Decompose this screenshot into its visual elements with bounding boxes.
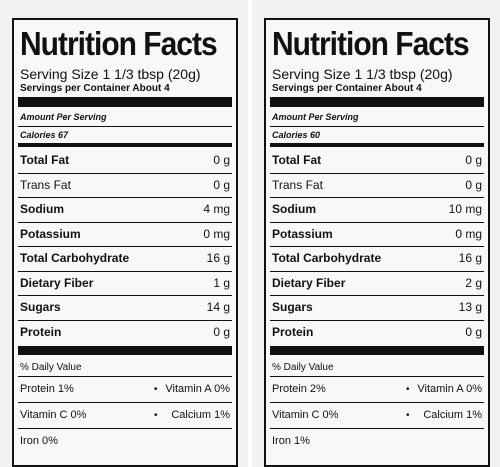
nutrient-value: 16 g: [206, 251, 230, 265]
rule: [270, 270, 484, 272]
nutrient-name: Total Carbohydrate: [272, 251, 382, 265]
nutrient-name: Trans Fat: [20, 177, 71, 192]
nutrient-value: 0 mg: [203, 226, 230, 241]
nutrient-name: Protein: [20, 324, 62, 339]
nutrient-value: 0 g: [465, 324, 482, 339]
vitamin: Vitamin C 0%: [20, 409, 87, 421]
nutrient-name: Dietary Fiber: [20, 275, 94, 290]
rule: [18, 97, 232, 107]
vitamin: Calcium 1%: [171, 409, 230, 421]
nutrient-name: Sugars: [272, 300, 313, 314]
vitamin: Vitamin A 0%: [417, 383, 482, 395]
bullet: •: [406, 384, 410, 395]
rule: [18, 143, 232, 147]
vitamin: Protein 1%: [20, 383, 74, 395]
nutrient-value: 13 g: [458, 300, 482, 314]
rule: [18, 126, 232, 127]
rule: [18, 172, 232, 174]
nutrition-label: Nutrition Facts Serving Size 1 1/3 tbsp (…: [264, 18, 490, 467]
nutrient-name: Protein: [272, 324, 314, 339]
servings-per-container: Servings per Container About 4: [20, 83, 170, 94]
title: Nutrition Facts: [272, 26, 470, 63]
label-panel: Nutrition Facts Serving Size 1 1/3 tbsp (…: [252, 0, 500, 467]
bullet: •: [154, 410, 158, 421]
serving-size: Serving Size 1 1/3 tbsp (20g): [20, 66, 201, 82]
nutrient-name: Potassium: [272, 226, 333, 241]
nutrient-name: Sodium: [272, 202, 316, 216]
rule: [270, 295, 484, 296]
rule: [270, 97, 484, 107]
nutrient-name: Sugars: [20, 300, 61, 314]
rule: [270, 428, 484, 429]
rule: [18, 402, 232, 403]
title: Nutrition Facts: [20, 26, 218, 63]
rule: [270, 221, 484, 223]
label-panel: Nutrition Facts Serving Size 1 1/3 tbsp (…: [0, 0, 248, 467]
vitamin: Vitamin A 0%: [165, 383, 230, 395]
rule: [270, 197, 484, 198]
nutrient-value: 4 mg: [203, 202, 230, 216]
nutrient-value: 0 g: [465, 153, 482, 167]
nutrient-name: Trans Fat: [272, 177, 323, 192]
vitamin: Iron 1%: [272, 435, 310, 447]
rule: [18, 197, 232, 198]
nutrient-value: 10 mg: [448, 202, 482, 216]
nutrient-value: 0 g: [213, 177, 230, 192]
vitamin: Calcium 1%: [423, 409, 482, 421]
vitamin: Iron 0%: [20, 435, 58, 447]
rule: [270, 376, 484, 377]
rule: [18, 221, 232, 223]
rule: [18, 346, 232, 355]
rule: [18, 246, 232, 247]
amount-per-serving: Amount Per Serving: [20, 112, 107, 122]
rule: [18, 376, 232, 377]
nutrient-name: Total Carbohydrate: [20, 251, 130, 265]
nutrient-name: Potassium: [20, 226, 81, 241]
calories: Calories 67: [20, 130, 69, 140]
nutrient-value: 0 g: [213, 324, 230, 339]
amount-per-serving: Amount Per Serving: [272, 112, 359, 122]
nutrient-value: 2 g: [465, 275, 482, 290]
nutrient-value: 0 mg: [455, 226, 482, 241]
vitamin: Vitamin C 0%: [272, 409, 339, 421]
nutrient-name: Dietary Fiber: [272, 275, 346, 290]
rule: [18, 319, 232, 321]
rule: [270, 319, 484, 321]
rule: [18, 270, 232, 272]
nutrient-name: Total Fat: [20, 153, 70, 167]
rule: [18, 428, 232, 429]
rule: [18, 295, 232, 296]
servings-per-container: Servings per Container About 4: [272, 83, 422, 94]
bullet: •: [154, 384, 158, 395]
nutrient-value: 1 g: [213, 275, 230, 290]
rule: [270, 246, 484, 247]
nutrient-value: 16 g: [458, 251, 482, 265]
vitamin: Protein 2%: [272, 383, 326, 395]
nutrient-name: Sodium: [20, 202, 64, 216]
serving-size: Serving Size 1 1/3 tbsp (20g): [272, 66, 453, 82]
nutrition-label: Nutrition Facts Serving Size 1 1/3 tbsp (…: [12, 18, 238, 467]
nutrient-value: 14 g: [206, 300, 230, 314]
daily-value-header: % Daily Value: [20, 362, 82, 373]
rule: [270, 346, 484, 355]
rule: [270, 143, 484, 147]
rule: [270, 172, 484, 174]
nutrient-name: Total Fat: [272, 153, 322, 167]
rule: [270, 402, 484, 403]
nutrient-value: 0 g: [213, 153, 230, 167]
rule: [270, 126, 484, 127]
bullet: •: [406, 410, 410, 421]
calories: Calories 60: [272, 130, 321, 140]
nutrient-value: 0 g: [465, 177, 482, 192]
daily-value-header: % Daily Value: [272, 362, 334, 373]
